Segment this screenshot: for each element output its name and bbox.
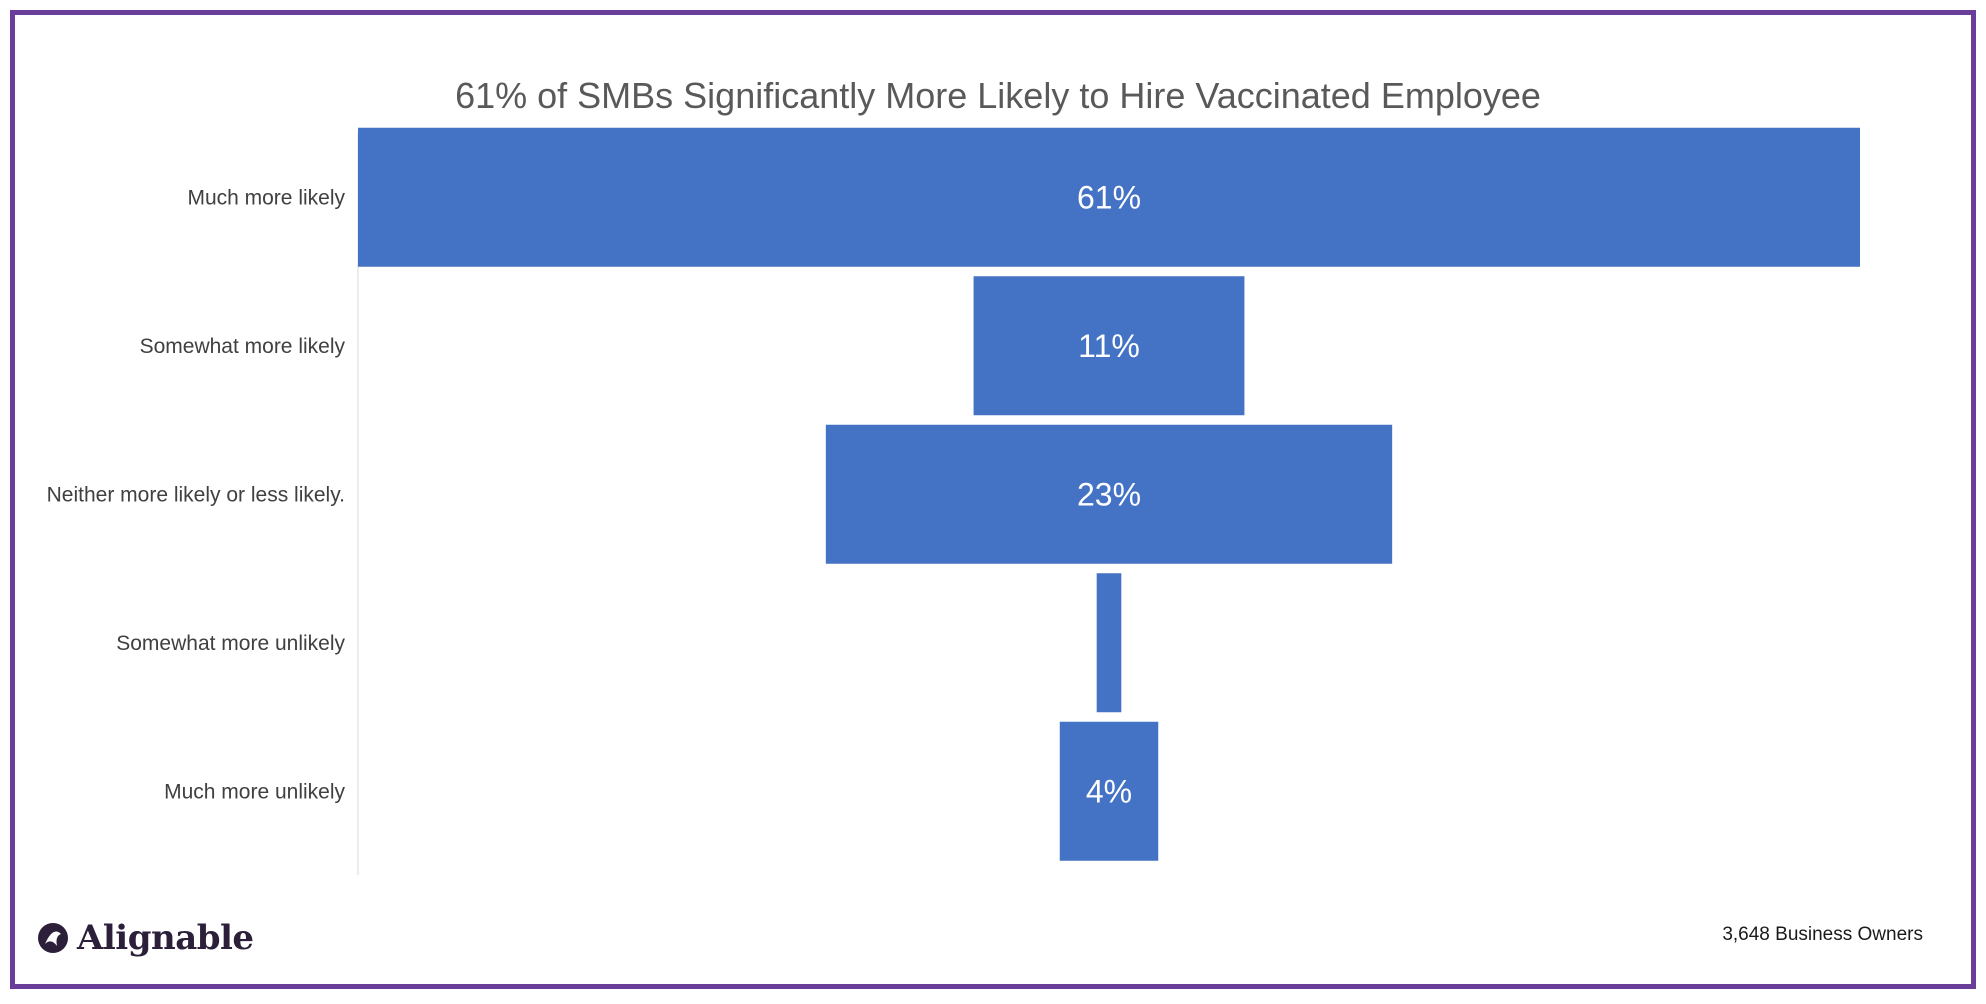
bar-4 — [1059, 721, 1159, 861]
data-label-2: 23% — [1077, 476, 1141, 512]
bars-group: 61% 11% 23% 4% — [358, 127, 1860, 861]
category-label-1: Somewhat more likely — [140, 335, 346, 358]
category-label-3: Somewhat more unlikely — [116, 632, 345, 655]
category-label-2: Neither more likely or less likely. — [47, 483, 345, 506]
bar-3 — [1096, 573, 1122, 713]
category-label-0: Much more likely — [187, 186, 345, 209]
funnel-chart: 61% 11% 23% 4% Much more likely Somewhat mor… — [47, 127, 1860, 875]
chart-title: 61% of SMBs Significantly More Likely to… — [455, 75, 1541, 116]
brand-name: Alignable — [77, 918, 254, 958]
bar-1 — [973, 276, 1245, 416]
data-label-1: 11% — [1078, 328, 1140, 364]
alignable-logo: Alignable — [35, 918, 254, 958]
alignable-mark-icon — [38, 923, 68, 953]
bar-2 — [825, 424, 1393, 564]
chart-frame: 61% of SMBs Significantly More Likely to… — [10, 10, 1976, 989]
category-label-4: Much more unlikely — [164, 780, 345, 803]
data-label-4: 4% — [1086, 773, 1132, 809]
category-labels-group: Much more likely Somewhat more likely Neit… — [47, 186, 346, 803]
data-label-0: 61% — [1077, 179, 1141, 215]
bar-0 — [358, 127, 1860, 267]
sample-size-note: 3,648 Business Owners — [1722, 924, 1923, 945]
